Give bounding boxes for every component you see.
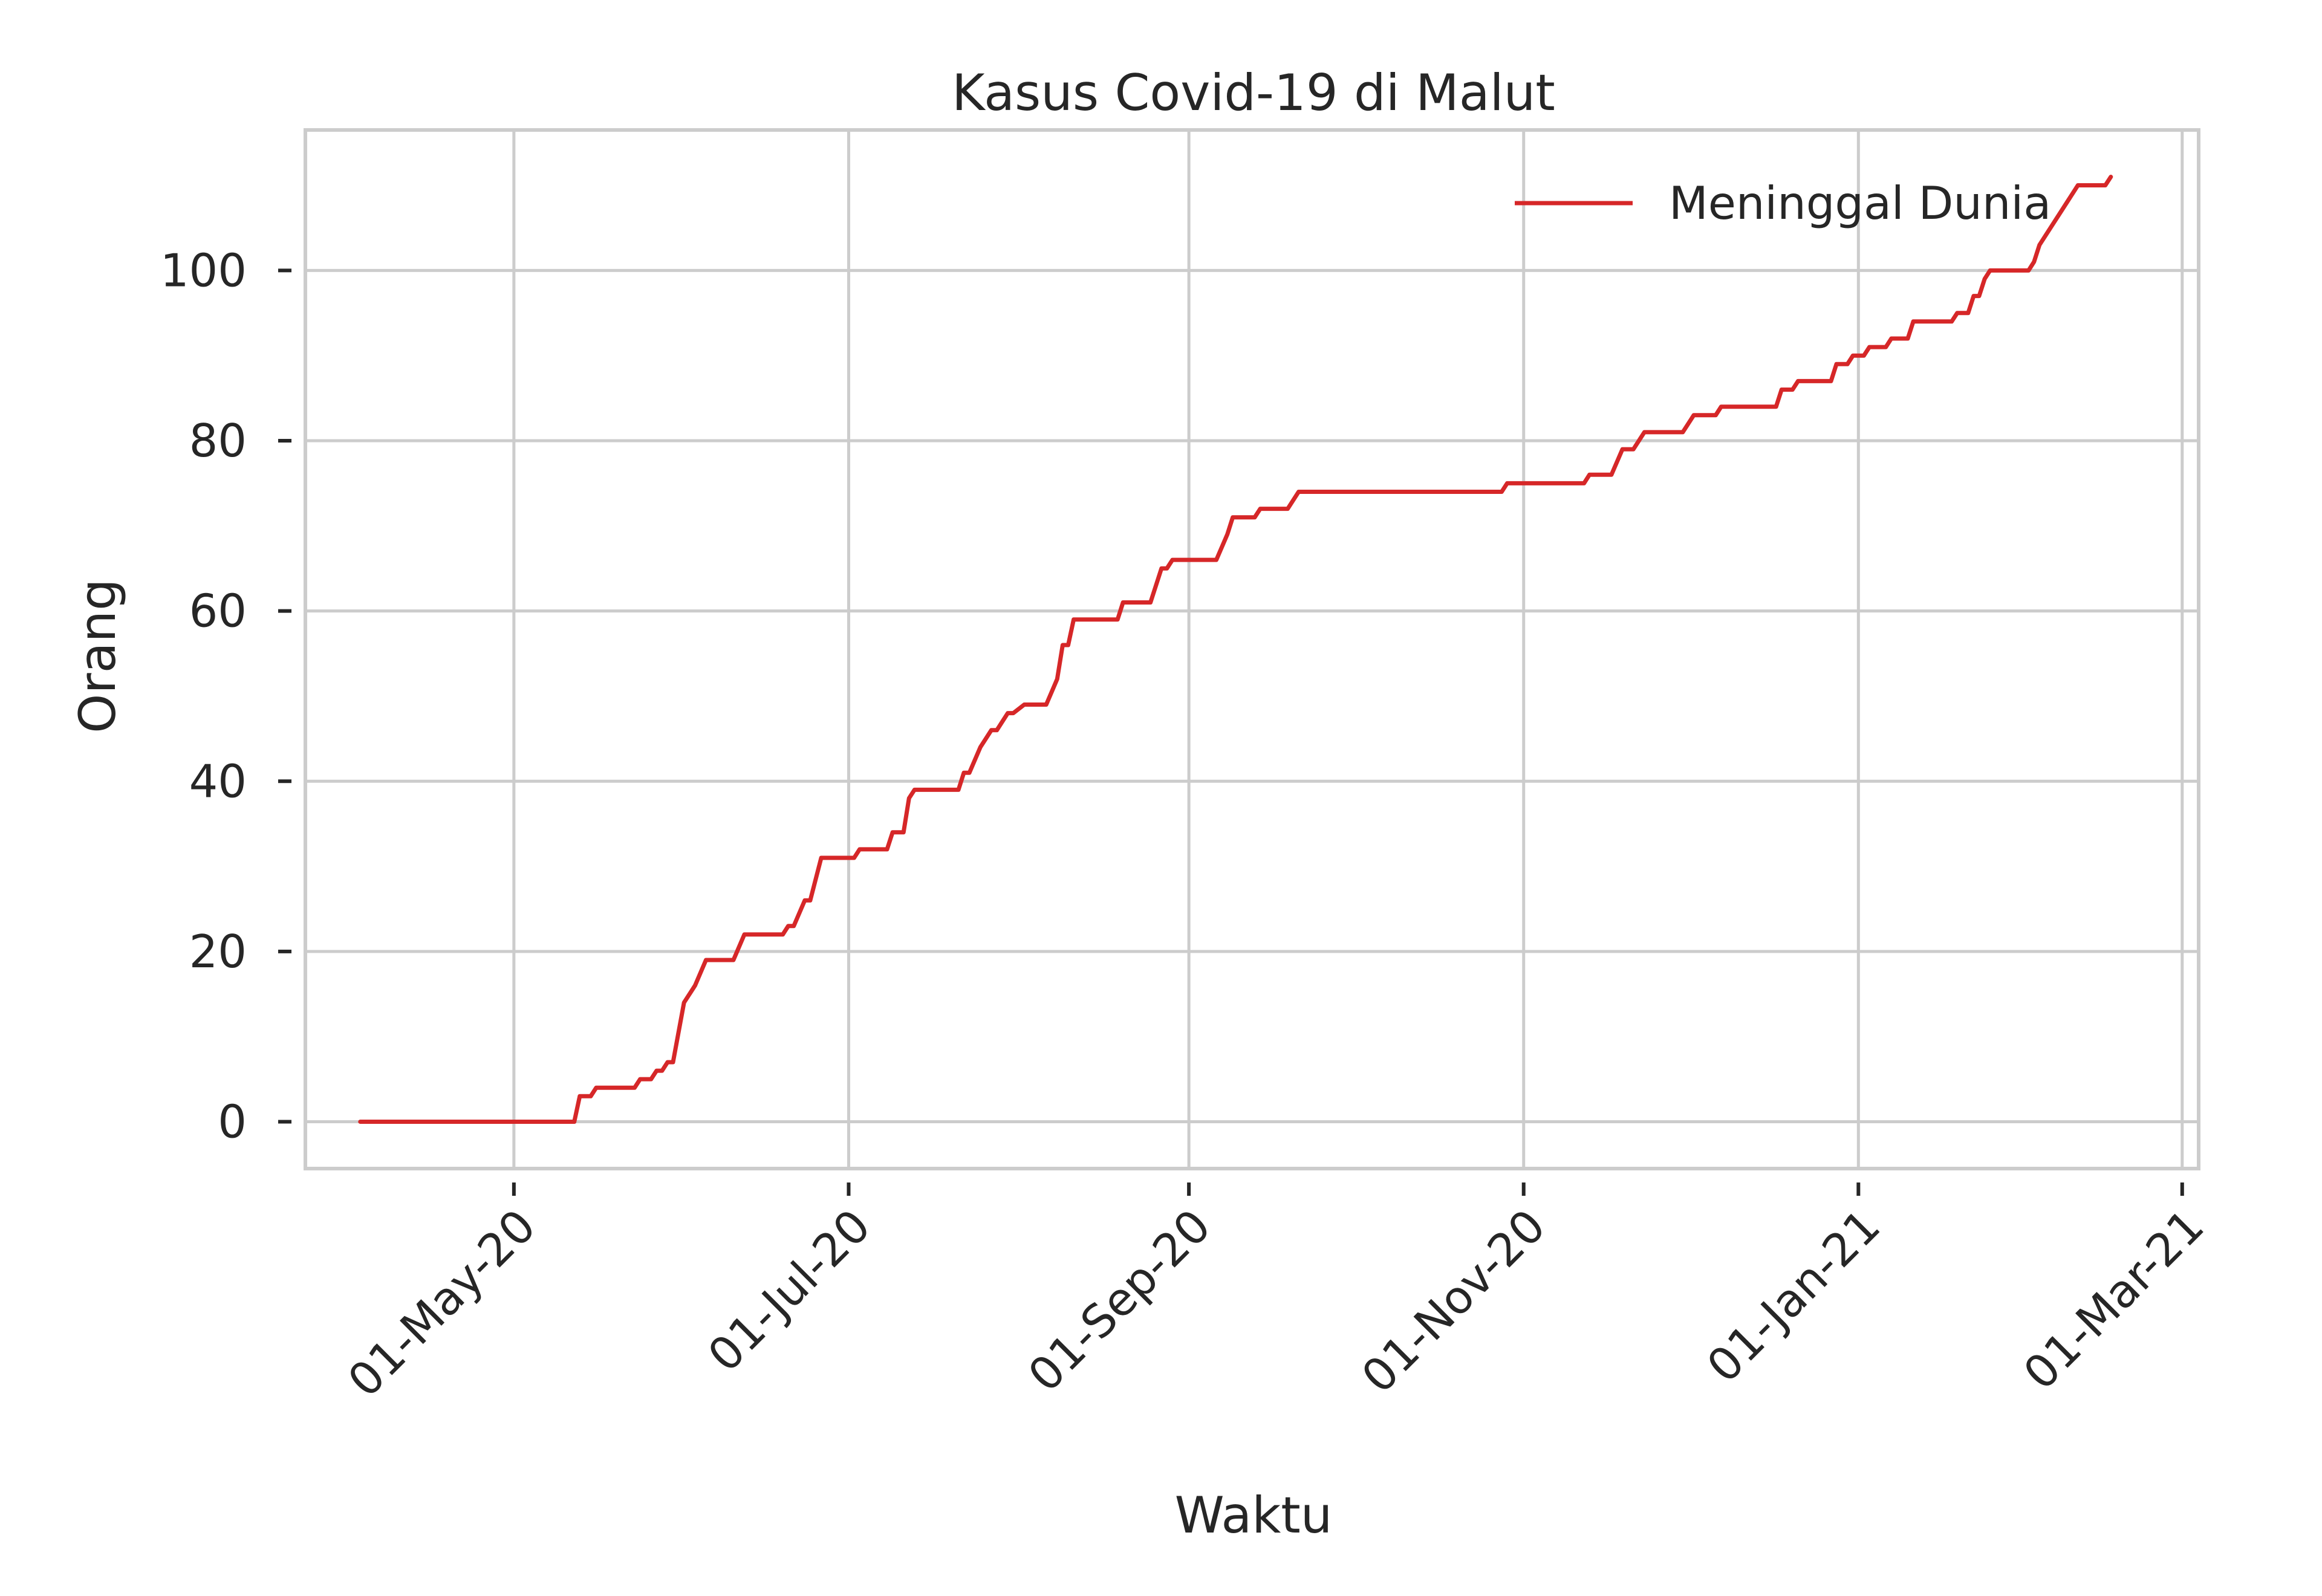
y-tick-label: 60 [189, 585, 247, 638]
y-tick-label: 40 [189, 754, 247, 808]
y-tick-label: 0 [218, 1095, 247, 1149]
series-layer [358, 175, 2113, 1124]
y-axis-title: Orang [68, 579, 127, 733]
legend-label-meninggal-dunia: Meninggal Dunia [1669, 177, 2051, 230]
plot-frame [304, 128, 2200, 1170]
series-line-meninggal-dunia [358, 175, 2113, 1124]
chart-title: Kasus Covid-19 di Malut [952, 63, 1555, 122]
y-tick-label: 80 [189, 414, 247, 467]
y-tick-label: 20 [189, 925, 247, 978]
legend: Meninggal Dunia [1515, 177, 2051, 230]
grid [305, 130, 2199, 1169]
y-tick-label: 100 [160, 244, 247, 297]
x-axis-title: Waktu [1175, 1486, 1333, 1545]
